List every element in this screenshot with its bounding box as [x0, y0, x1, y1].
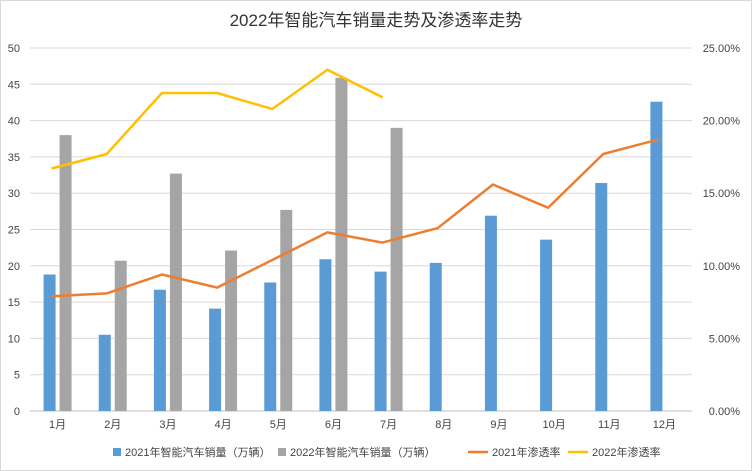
bar-2021: [264, 282, 277, 411]
y-right-tick-label: 15.00%: [703, 188, 741, 200]
y-left-tick-label: 20: [8, 261, 20, 273]
bar-2021: [650, 101, 663, 411]
line-2022-penetration: [51, 68, 384, 170]
x-tick-label: 7月: [380, 419, 397, 431]
y-left-tick-label: 5: [14, 370, 20, 382]
bar-2021: [484, 215, 497, 411]
x-tick-label: 8月: [435, 419, 452, 431]
bar-2022: [280, 209, 293, 411]
legend-label: 2022年渗透率: [592, 445, 660, 459]
x-tick-label: 1月: [49, 419, 66, 431]
y-left-tick-label: 15: [8, 297, 20, 309]
x-tick-label: 9月: [490, 419, 507, 431]
y-right-tick-label: 20.00%: [703, 116, 741, 128]
bar-2021: [43, 274, 56, 411]
y-left-tick-label: 40: [8, 116, 20, 128]
bar-2022: [225, 250, 238, 411]
y-right-tick-label: 25.00%: [703, 43, 741, 55]
legend-label: 2021年渗透率: [492, 445, 560, 459]
y-left-tick-label: 45: [8, 79, 20, 91]
y-left-tick-label: 35: [8, 152, 20, 164]
y-left-tick-label: 0: [14, 406, 20, 418]
x-tick-label: 5月: [270, 419, 287, 431]
bar-2021: [595, 183, 608, 411]
x-tick-label: 3月: [159, 419, 176, 431]
bar-2021: [374, 271, 387, 411]
bar-2022: [390, 127, 403, 412]
y-right-tick-label: 10.00%: [703, 261, 741, 273]
bar-2022: [114, 260, 127, 411]
bar-2021: [153, 289, 166, 411]
y-right-tick-label: 5.00%: [709, 333, 740, 345]
x-tick-label: 4月: [215, 419, 232, 431]
bar-2021: [98, 334, 111, 411]
legend-label: 2022年智能汽车销量（万辆）: [290, 445, 435, 459]
chart-title: 2022年智能汽车销量走势及渗透率走势: [230, 11, 523, 30]
bar-2021: [429, 262, 442, 411]
y-left-tick-label: 50: [8, 43, 20, 55]
x-tick-label: 10月: [542, 419, 565, 431]
x-tick-label: 11月: [598, 419, 620, 431]
y-left-tick-label: 25: [8, 225, 20, 237]
line-2021-penetration: [51, 138, 659, 298]
y-left-tick-label: 10: [8, 333, 20, 345]
bar-2021: [209, 308, 222, 411]
bar-2022: [59, 135, 72, 411]
legend-swatch: [113, 448, 121, 456]
legend-label: 2021年智能汽车销量（万辆）: [125, 445, 270, 459]
bar-2022: [169, 173, 182, 411]
bar-2021: [319, 259, 332, 411]
bar-2021: [540, 239, 553, 411]
y-left-tick-label: 30: [8, 188, 20, 200]
y-right-tick-label: 0.00%: [709, 406, 740, 418]
legend-swatch: [278, 448, 286, 456]
x-tick-label: 12月: [653, 419, 676, 431]
bar-2022: [335, 77, 348, 412]
x-tick-label: 6月: [325, 419, 342, 431]
x-tick-label: 2月: [104, 419, 121, 431]
